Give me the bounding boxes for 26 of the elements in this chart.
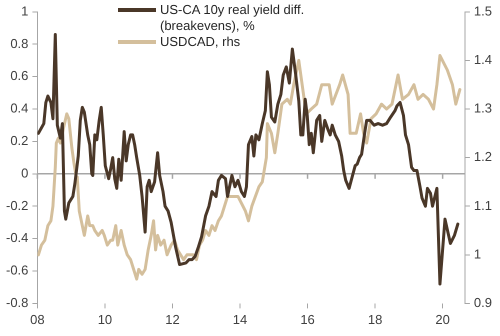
y-tick-label: -0.2 xyxy=(6,198,28,213)
y-tick-label: 0.4 xyxy=(10,100,28,116)
y2-tick-label: 1.3 xyxy=(474,100,492,116)
x-tick-label: 18 xyxy=(368,312,382,327)
y-tick-label: 0.2 xyxy=(10,132,28,148)
y2-tick-label: 1.1 xyxy=(474,198,492,213)
y2-tick-label: 0.9 xyxy=(474,294,492,310)
y-tick-label: -0.8 xyxy=(6,294,28,310)
x-tick-label: 20 xyxy=(435,312,450,327)
y2-tick-label: 1.5 xyxy=(474,3,492,18)
y-tick-label: 0 xyxy=(21,165,28,180)
y-tick-label: 0.8 xyxy=(10,36,28,51)
y-tick-label: -0.4 xyxy=(6,230,28,246)
x-tick-label: 08 xyxy=(30,312,45,327)
legend-label: USDCAD, rhs xyxy=(160,34,240,50)
y-tick-label: 1 xyxy=(21,3,28,18)
x-tick-label: 12 xyxy=(165,312,180,327)
y2-tick-label: 1 xyxy=(474,246,482,262)
x-tick-label: 14 xyxy=(232,312,248,327)
legend-label: US-CA 10y real yield diff. (breakevens), % xyxy=(160,2,306,34)
x-tick-label: 10 xyxy=(98,312,112,327)
x-tick-label: 16 xyxy=(300,312,315,327)
y-tick-label: -0.6 xyxy=(6,262,28,278)
y-tick-label: 0.6 xyxy=(10,68,28,84)
y2-tick-label: 1.4 xyxy=(474,52,492,67)
y2-tick-label: 1.2 xyxy=(474,149,492,164)
